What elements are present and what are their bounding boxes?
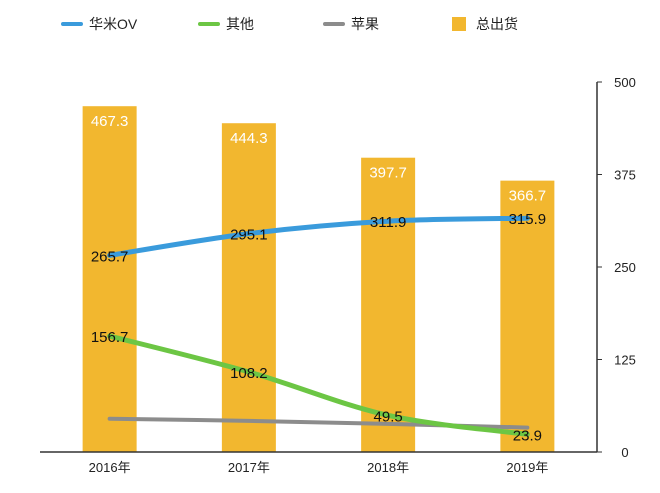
bar-label-0: 467.3 [91, 113, 129, 130]
bar-label-2: 397.7 [369, 165, 407, 182]
x-tick-label-1: 2017年 [228, 460, 270, 475]
series-0-label-2: 311.9 [370, 214, 406, 231]
bar-0 [82, 106, 137, 452]
y-tick-label-3: 375 [614, 168, 636, 183]
legend-label-2: 苹果 [351, 16, 379, 32]
bars [82, 106, 555, 452]
bar-2 [361, 157, 416, 452]
series-0-label-3: 315.9 [509, 211, 547, 228]
y-tick-label-0: 0 [621, 445, 628, 460]
x-tick-label-0: 2016年 [89, 460, 131, 475]
y-tick-label-4: 500 [614, 75, 636, 90]
series-line-1 [107, 333, 530, 437]
lines [107, 215, 530, 437]
legend-swatch-3 [452, 17, 466, 31]
series-0-label-1: 295.1 [230, 227, 268, 244]
series-0-label-0: 265.7 [91, 248, 129, 265]
axes: 0 125 250 375 500 2016年 2017年 2018年 2019年 [40, 75, 636, 475]
bar-label-3: 366.7 [509, 188, 547, 205]
x-tick-label-3: 2019年 [506, 460, 548, 475]
bar-label-1: 444.3 [230, 130, 268, 147]
series-line-0 [107, 215, 530, 258]
legend-label-3: 总出货 [476, 16, 518, 32]
x-tick-label-2: 2018年 [367, 460, 409, 475]
data-labels: 467.3 444.3 397.7 366.7 265.7 295.1 311.9 315.9… [91, 113, 546, 444]
y-tick-label-2: 250 [614, 260, 636, 275]
series-1-label-2: 49.5 [374, 408, 403, 425]
bar-3 [500, 180, 555, 452]
legend-label-1: 其他 [226, 16, 254, 32]
bar-1 [221, 123, 276, 452]
legend: 华米OV 其他 苹果 总出货 [61, 16, 518, 32]
legend-label-0: 华米OV [89, 16, 138, 32]
series-1-label-3: 23.9 [513, 427, 542, 444]
series-1-label-0: 156.7 [91, 329, 129, 346]
series-1-label-1: 108.2 [230, 365, 268, 382]
y-tick-label-1: 125 [614, 353, 636, 368]
